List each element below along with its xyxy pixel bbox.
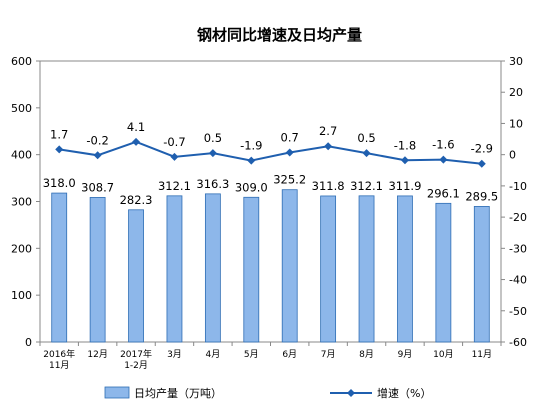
line-value-label: 0.5 bbox=[357, 131, 375, 145]
chart-title: 钢材同比增速及日均产量 bbox=[197, 26, 362, 44]
bars-layer bbox=[51, 189, 490, 343]
y-left-tick-label: 500 bbox=[11, 102, 32, 115]
y-left-tick-label: 100 bbox=[11, 289, 32, 302]
bar bbox=[51, 192, 68, 343]
y-right-tick-label: -40 bbox=[509, 274, 527, 287]
axes-layer: 0 100 200 300 400 500 600 -60 -50 -40 -30 -20 -10 0 10… bbox=[11, 55, 527, 349]
line-point bbox=[55, 145, 64, 154]
line-series-path bbox=[59, 140, 482, 165]
y-right-tick-label: -20 bbox=[509, 211, 527, 224]
bar-value-label: 289.5 bbox=[465, 189, 498, 203]
y-right-tick-label: 10 bbox=[509, 117, 523, 130]
x-category-label: 4月 bbox=[206, 349, 221, 360]
line-point bbox=[439, 155, 448, 164]
y-left-tick-label: 0 bbox=[25, 336, 32, 349]
line-point bbox=[477, 159, 486, 168]
legend-line-marker bbox=[347, 389, 355, 397]
y-right-tick-label: 30 bbox=[509, 55, 523, 68]
line-labels-layer: 1.7 -0.2 4.1 -0.7 0.5 -1.9 0.7 2.7 0.5 -1.8 -1.6 -2… bbox=[50, 120, 493, 156]
x-category-label: 3月 bbox=[167, 349, 182, 360]
line-value-label: 1.7 bbox=[50, 127, 68, 141]
bar-value-label: 312.1 bbox=[158, 179, 191, 193]
bar bbox=[358, 195, 375, 343]
y-right-tick-label: 0 bbox=[509, 149, 516, 162]
line-value-label: -1.8 bbox=[394, 138, 416, 152]
bar-value-label: 311.8 bbox=[312, 179, 345, 193]
bar-value-label: 309.0 bbox=[235, 180, 268, 194]
line-point bbox=[362, 149, 371, 158]
x-category-label: 5月 bbox=[244, 349, 259, 360]
line-value-label: 2.7 bbox=[319, 124, 337, 138]
line-value-label: -1.9 bbox=[240, 139, 262, 153]
y-left-tick-label: 600 bbox=[11, 55, 32, 68]
line-point bbox=[324, 142, 333, 151]
x-category-label: 1-2月 bbox=[124, 360, 148, 371]
line-value-label: -2.9 bbox=[471, 142, 493, 156]
x-category-label: 12月 bbox=[87, 349, 107, 360]
y-left-tick-label: 200 bbox=[11, 242, 32, 255]
line-value-label: 4.1 bbox=[127, 120, 145, 134]
bar bbox=[166, 195, 183, 343]
bar-value-label: 282.3 bbox=[120, 193, 153, 207]
x-category-label: 10月 bbox=[433, 349, 453, 360]
line-value-label: -0.7 bbox=[163, 135, 185, 149]
x-category-label: 11月 bbox=[472, 349, 492, 360]
x-category-label: 7月 bbox=[321, 349, 336, 360]
line-layer bbox=[55, 137, 486, 168]
y-left-tick-label: 300 bbox=[11, 196, 32, 209]
bar bbox=[473, 206, 490, 343]
y-right-tick-label: -30 bbox=[509, 242, 527, 255]
bar-value-label: 311.9 bbox=[388, 179, 421, 193]
legend-line-label: 增速（%） bbox=[377, 386, 431, 400]
line-point bbox=[170, 152, 179, 161]
y-right-tick-label: -60 bbox=[509, 336, 527, 349]
bar bbox=[281, 189, 298, 343]
bar bbox=[128, 209, 144, 343]
bar-labels-layer: 318.0 308.7 282.3 312.1 316.3 309.0 325.2 311.8… bbox=[43, 173, 499, 207]
line-value-label: 0.7 bbox=[281, 130, 299, 144]
line-value-label: -0.2 bbox=[86, 133, 108, 147]
line-point bbox=[208, 149, 217, 158]
y-right-tick-label: -10 bbox=[509, 180, 527, 193]
legend-bar-swatch bbox=[104, 386, 130, 399]
bar bbox=[320, 195, 337, 343]
legend-bar-label: 日均产量（万吨） bbox=[134, 386, 222, 400]
x-category-label: 2017年 bbox=[120, 348, 152, 360]
bar-value-label: 296.1 bbox=[427, 186, 460, 200]
x-category-label: 9月 bbox=[398, 349, 413, 360]
line-value-label: -1.6 bbox=[432, 138, 454, 152]
line-point bbox=[132, 137, 141, 146]
bar bbox=[435, 202, 452, 343]
x-category-label: 6月 bbox=[282, 349, 297, 360]
bar bbox=[89, 197, 106, 343]
bar-value-label: 312.1 bbox=[350, 179, 383, 193]
line-point bbox=[285, 148, 294, 157]
y-left-tick-label: 400 bbox=[11, 149, 32, 162]
line-value-label: 0.5 bbox=[204, 131, 222, 145]
bar-value-label: 316.3 bbox=[196, 177, 229, 191]
line-point bbox=[93, 151, 102, 160]
bar bbox=[243, 196, 260, 343]
legend: 日均产量（万吨） 增速（%） bbox=[104, 386, 431, 400]
bar-value-label: 318.0 bbox=[43, 176, 76, 190]
line-point bbox=[400, 156, 409, 165]
y-right-tick-label: 20 bbox=[509, 86, 523, 99]
bar bbox=[397, 195, 413, 343]
bar bbox=[204, 193, 221, 343]
x-category-label: 2016年 bbox=[43, 348, 75, 360]
line-point bbox=[247, 156, 256, 165]
x-category-label: 8月 bbox=[359, 349, 374, 360]
bar-value-label: 325.2 bbox=[273, 173, 306, 187]
y-right-tick-label: -50 bbox=[509, 305, 527, 318]
bar-value-label: 308.7 bbox=[81, 180, 114, 194]
x-category-label: 11月 bbox=[49, 360, 69, 371]
